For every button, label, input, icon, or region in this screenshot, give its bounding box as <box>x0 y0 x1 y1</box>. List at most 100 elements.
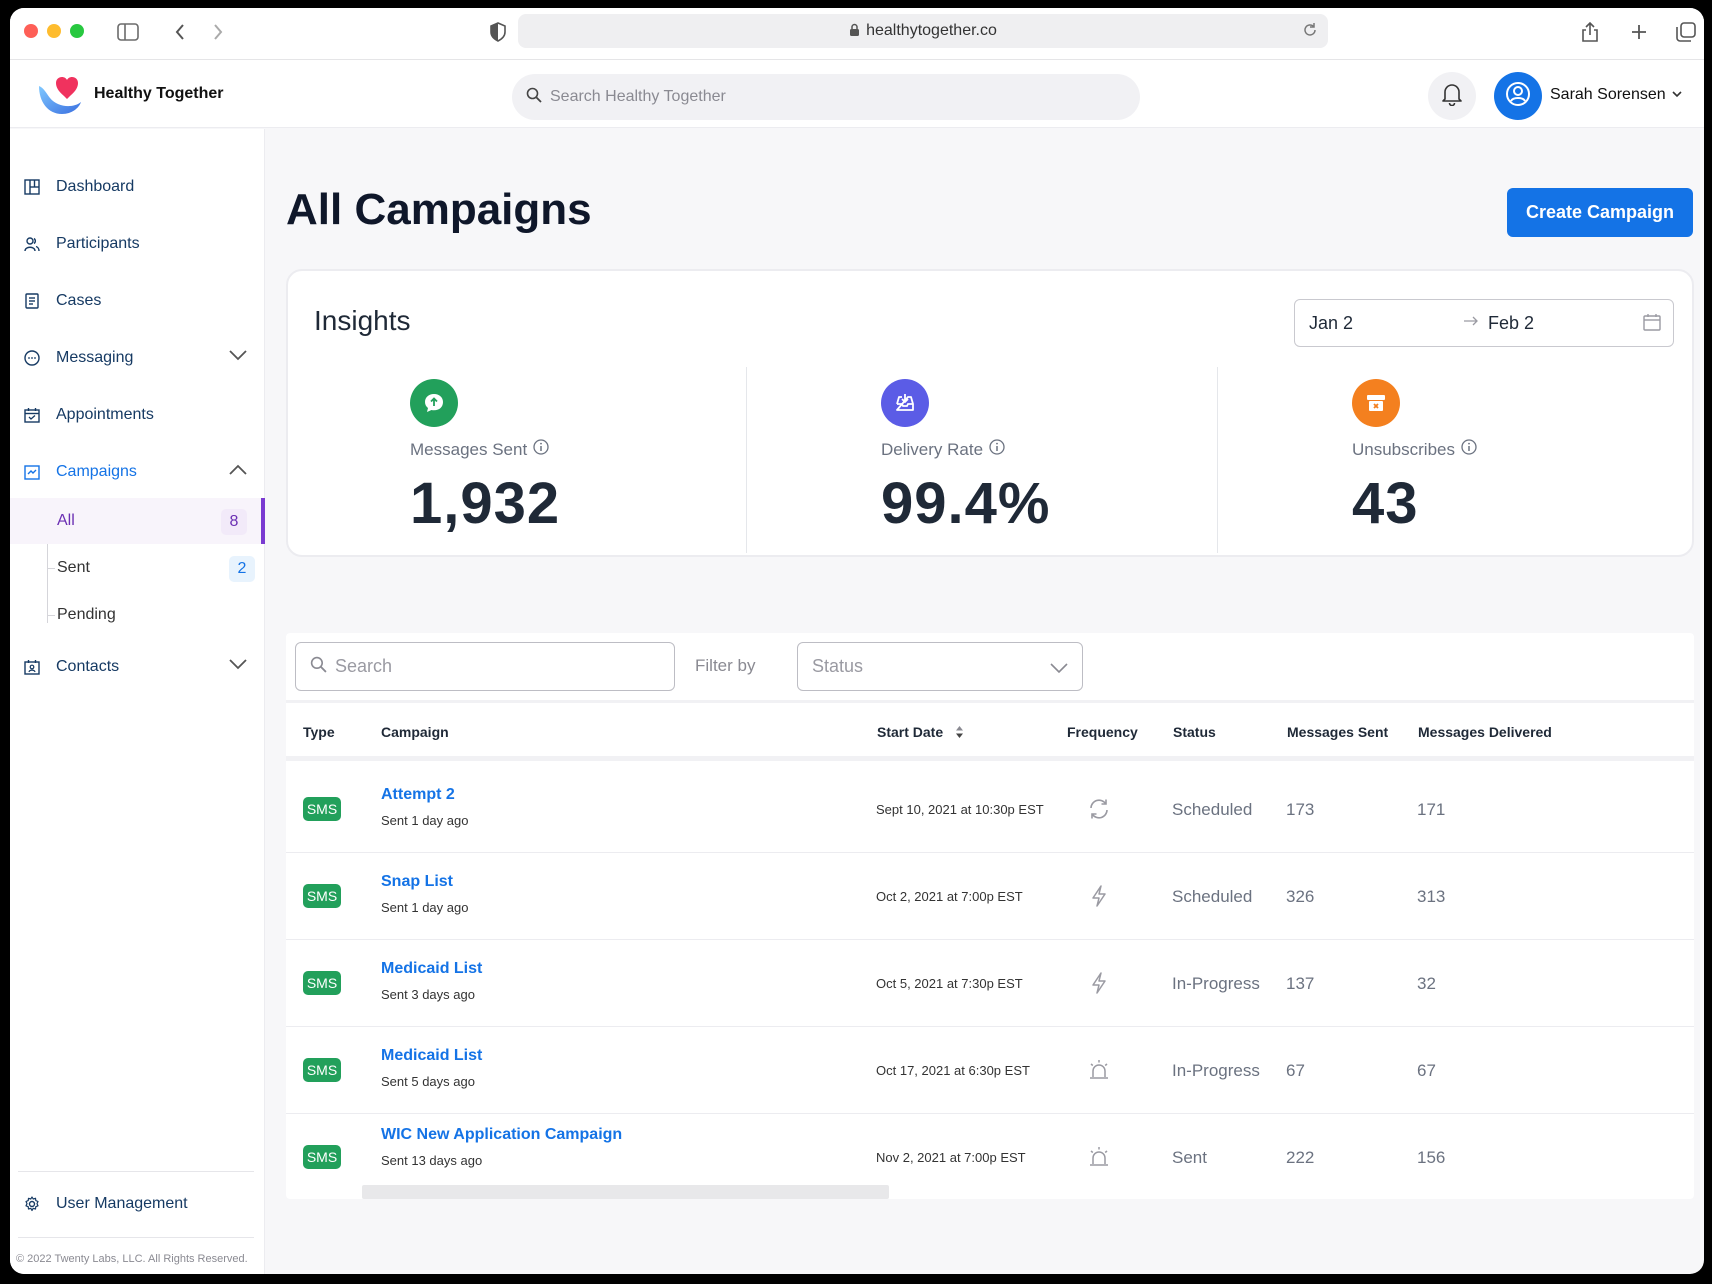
sidebar-subitem-pending[interactable]: Pending <box>10 592 265 638</box>
sidebar-item-label: Cases <box>56 292 102 309</box>
table-row[interactable]: SMS Medicaid List Sent 3 days ago Oct 5,… <box>286 940 1694 1027</box>
page-title: All Campaigns <box>286 185 592 234</box>
chevron-up-icon[interactable] <box>229 462 247 480</box>
messages-delivered-value: 171 <box>1417 800 1446 819</box>
column-header-status[interactable]: Status <box>1173 724 1216 740</box>
info-icon[interactable] <box>1461 439 1477 460</box>
sidebar: Dashboard Participants Cases Messaging <box>10 129 265 1274</box>
sidebar-item-user-management[interactable]: User Management <box>10 1182 265 1226</box>
sidebar-item-label: Messaging <box>56 349 134 366</box>
metric-value: 99.4% <box>881 471 1051 536</box>
column-header-messages-delivered[interactable]: Messages Delivered <box>1418 724 1552 740</box>
messages-delivered-value: 32 <box>1417 974 1436 993</box>
address-bar[interactable]: healthytogether.co <box>518 14 1328 48</box>
brand[interactable]: Healthy Together <box>36 72 224 116</box>
create-campaign-button[interactable]: Create Campaign <box>1507 188 1693 237</box>
divider <box>18 1171 254 1172</box>
tabs-overview-icon[interactable] <box>1674 20 1698 44</box>
filter-row: Filter by Status <box>286 633 1694 703</box>
cases-icon <box>22 291 42 311</box>
shield-icon[interactable] <box>486 20 510 44</box>
chevron-down-icon[interactable] <box>229 657 247 675</box>
campaign-subtext: Sent 1 day ago <box>381 900 469 915</box>
sidebar-item-campaigns[interactable]: Campaigns <box>10 450 265 494</box>
sidebar-item-label: Participants <box>56 235 140 252</box>
sidebar-subitem-label: Sent <box>57 559 90 576</box>
new-tab-icon[interactable] <box>1627 20 1651 44</box>
table-search[interactable] <box>295 642 675 691</box>
messages-sent-value: 173 <box>1286 800 1315 819</box>
back-icon[interactable] <box>168 20 192 44</box>
metric-value: 1,932 <box>410 471 561 536</box>
column-header-start-date[interactable]: Start Date <box>877 724 964 742</box>
date-range-picker[interactable]: Jan 2 Feb 2 <box>1294 299 1674 347</box>
close-window-button[interactable] <box>24 24 38 38</box>
chevron-down-icon[interactable] <box>229 348 247 366</box>
metric-label-text: Delivery Rate <box>881 439 984 459</box>
sidebar-toggle-icon[interactable] <box>116 20 140 44</box>
user-circle-icon <box>1505 81 1531 112</box>
status-filter-select[interactable]: Status <box>797 642 1083 691</box>
tree-line <box>47 568 55 569</box>
sidebar-item-appointments[interactable]: Appointments <box>10 393 265 437</box>
horizontal-scrollbar[interactable] <box>362 1185 889 1199</box>
contacts-icon <box>22 657 42 677</box>
lock-icon <box>849 23 860 40</box>
alarm-icon <box>1086 1057 1112 1083</box>
sidebar-subitem-all[interactable]: All 8 <box>10 498 265 544</box>
tree-line <box>47 501 48 623</box>
column-header-messages-sent[interactable]: Messages Sent <box>1287 724 1389 740</box>
maximize-window-button[interactable] <box>70 24 84 38</box>
sidebar-item-dashboard[interactable]: Dashboard <box>10 165 265 209</box>
sidebar-subitem-sent[interactable]: Sent 2 <box>10 545 265 591</box>
campaign-link[interactable]: Attempt 2 <box>381 786 455 803</box>
user-menu[interactable]: Sarah Sorensen <box>1550 86 1682 104</box>
notifications-button[interactable] <box>1428 72 1476 120</box>
gear-icon <box>22 1194 42 1214</box>
table-row[interactable]: SMS Attempt 2 Sent 1 day ago Sept 10, 20… <box>286 766 1694 853</box>
table-search-input[interactable] <box>335 656 655 677</box>
campaign-subtext: Sent 1 day ago <box>381 813 469 828</box>
sidebar-item-messaging[interactable]: Messaging <box>10 336 265 380</box>
minimize-window-button[interactable] <box>47 24 61 38</box>
upload-chat-icon <box>410 379 458 427</box>
table-row[interactable]: SMS Snap List Sent 1 day ago Oct 2, 2021… <box>286 853 1694 940</box>
messages-sent-value: 222 <box>1286 1148 1315 1167</box>
table-row[interactable]: SMS WIC New Application Campaign Sent 13… <box>286 1114 1694 1201</box>
type-badge: SMS <box>303 884 341 908</box>
date-to: Feb 2 <box>1488 313 1535 333</box>
sidebar-item-cases[interactable]: Cases <box>10 279 265 323</box>
sidebar-item-participants[interactable]: Participants <box>10 222 265 266</box>
table-header: Type Campaign Start Date Frequency Statu… <box>286 703 1694 761</box>
global-search-input[interactable] <box>550 88 1110 106</box>
global-search[interactable] <box>512 74 1140 120</box>
alarm-icon <box>1086 1144 1112 1170</box>
campaign-link[interactable]: WIC New Application Campaign <box>381 1126 623 1143</box>
participants-icon <box>22 234 42 254</box>
main-content: All Campaigns Create Campaign Insights J… <box>266 129 1704 1274</box>
column-header-campaign[interactable]: Campaign <box>381 724 449 740</box>
status-text: Sent <box>1172 1148 1207 1167</box>
messages-delivered-value: 67 <box>1417 1061 1436 1080</box>
sort-icon[interactable] <box>955 725 964 742</box>
table-row[interactable]: SMS Medicaid List Sent 5 days ago Oct 17… <box>286 1027 1694 1114</box>
share-icon[interactable] <box>1578 20 1602 44</box>
messages-delivered-value: 313 <box>1417 887 1446 906</box>
campaign-link[interactable]: Medicaid List <box>381 960 483 977</box>
reload-icon[interactable] <box>1302 22 1318 43</box>
metric-value: 43 <box>1352 471 1419 536</box>
sidebar-item-contacts[interactable]: Contacts <box>10 645 265 689</box>
info-icon[interactable] <box>989 439 1005 460</box>
status-text: Scheduled <box>1172 800 1253 819</box>
forward-icon[interactable] <box>206 20 230 44</box>
column-header-type[interactable]: Type <box>303 724 335 740</box>
campaign-link[interactable]: Snap List <box>381 873 454 890</box>
campaign-link[interactable]: Medicaid List <box>381 1047 483 1064</box>
column-header-frequency[interactable]: Frequency <box>1067 724 1138 740</box>
date-from: Jan 2 <box>1309 313 1354 333</box>
bell-icon <box>1441 82 1463 111</box>
sidebar-item-label: User Management <box>56 1195 188 1212</box>
calendar-icon[interactable] <box>1643 313 1661 336</box>
avatar[interactable] <box>1494 72 1542 120</box>
info-icon[interactable] <box>533 439 549 460</box>
